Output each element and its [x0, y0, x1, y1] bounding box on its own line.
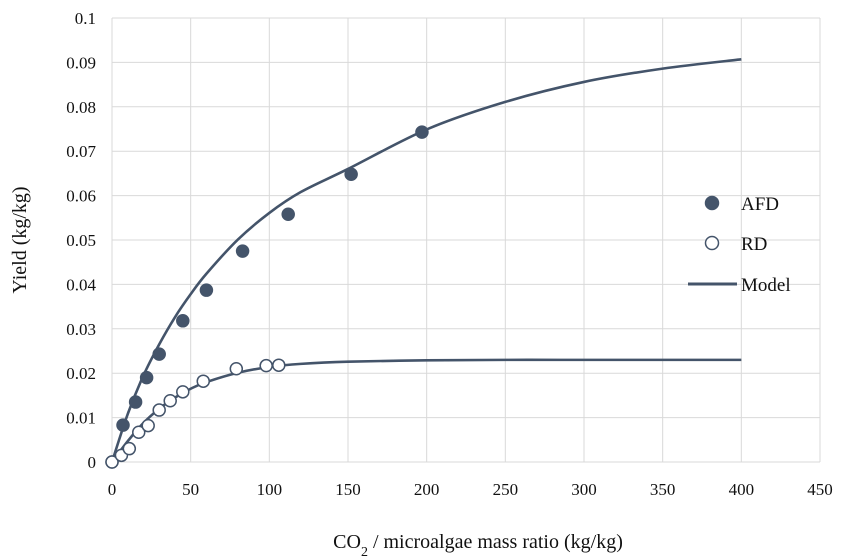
data-point-afd	[176, 314, 190, 328]
data-point-rd	[131, 425, 146, 440]
data-point-afd	[235, 244, 250, 258]
x-tick-label: 150	[335, 480, 361, 499]
data-point-rd	[152, 403, 166, 417]
legend-label-rd: RD	[741, 234, 767, 255]
data-point-afd	[415, 125, 429, 139]
x-tick-label: 450	[807, 480, 833, 499]
x-tick-label: 50	[182, 480, 199, 499]
data-point-rd	[163, 393, 177, 408]
y-tick-label: 0.06	[66, 187, 96, 206]
y-tick-label: 0.04	[66, 275, 96, 294]
grid-lines	[111, 17, 821, 463]
x-axis-title: CO2 / microalgae mass ratio (kg/kg)	[333, 531, 623, 558]
y-axis-title: Yield (kg/kg)	[9, 186, 31, 293]
data-point-afd	[152, 347, 166, 361]
x-tick-label: 100	[257, 480, 283, 499]
x-tick-label: 300	[571, 480, 597, 499]
y-tick-label: 0.01	[66, 409, 96, 428]
y-tick-label: 0.05	[66, 231, 96, 250]
data-point-rd	[141, 418, 155, 433]
data-point-rd	[176, 385, 190, 399]
x-tick-label: 200	[414, 480, 440, 499]
legend: AFD RD Model	[688, 194, 791, 296]
data-point-rd	[122, 441, 137, 456]
y-tick-label: 0.07	[66, 142, 96, 161]
data-point-afd	[344, 167, 358, 182]
data-point-rd	[229, 362, 244, 376]
y-tick-label: 0.03	[66, 320, 96, 339]
y-tick-label: 0.09	[66, 53, 96, 72]
y-tick-label: 0	[88, 453, 97, 472]
x-tick-label: 350	[650, 480, 676, 499]
y-tick-label: 0.08	[66, 98, 96, 117]
data-points	[105, 125, 429, 469]
data-point-afd	[116, 418, 130, 432]
x-tick-label: 400	[729, 480, 755, 499]
x-axis-title-prefix: CO	[333, 531, 361, 553]
legend-marker-rd	[704, 235, 720, 251]
x-axis-title-suffix: / microalgae mass ratio (kg/kg)	[368, 531, 623, 553]
data-point-rd	[272, 358, 286, 372]
y-tick-labels: 0 0.01 0.02 0.03 0.04 0.05 0.06 0.07 0.08 0.09 0.1	[66, 9, 96, 472]
x-axis-title-subscript: 2	[361, 545, 368, 558]
legend-marker-afd	[704, 195, 720, 211]
data-point-rd	[105, 455, 119, 469]
data-point-afd	[128, 395, 143, 409]
y-tick-label: 0.02	[66, 364, 96, 383]
legend-label-afd: AFD	[741, 194, 779, 215]
data-point-rd	[196, 374, 211, 388]
data-point-rd	[259, 358, 273, 373]
data-point-afd	[139, 370, 154, 385]
data-point-afd	[199, 283, 214, 297]
data-point-afd	[281, 207, 295, 221]
y-tick-label: 0.1	[75, 9, 96, 28]
x-tick-label: 250	[493, 480, 519, 499]
x-tick-label: 0	[108, 480, 117, 499]
legend-label-model: Model	[741, 275, 791, 296]
x-tick-labels: 0 50 100 150 200 250 300 350 400 450	[108, 480, 833, 499]
